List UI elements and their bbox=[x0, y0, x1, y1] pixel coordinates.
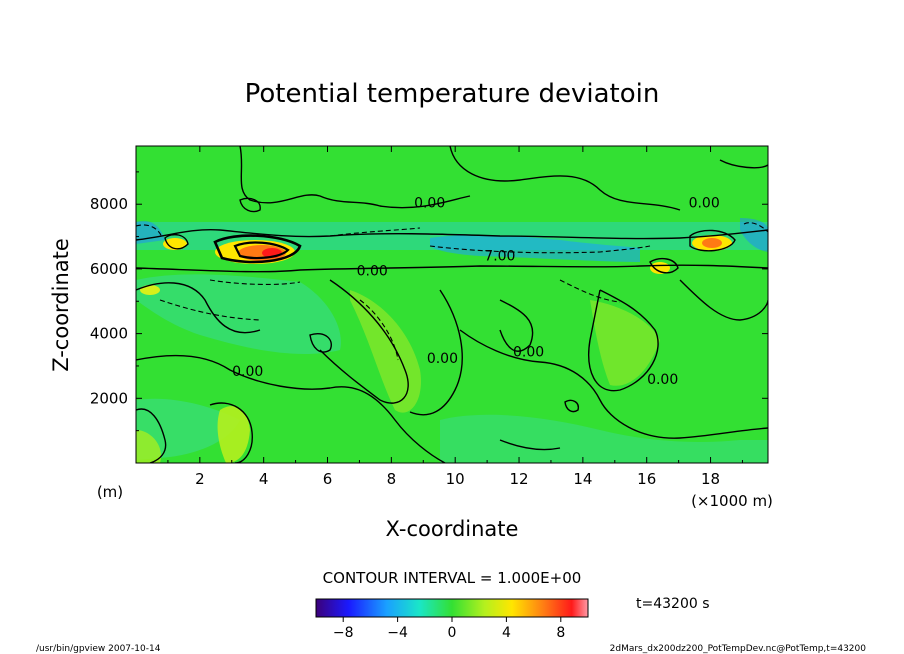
contour-line bbox=[239, 146, 471, 209]
x-tick-label: 8 bbox=[387, 470, 397, 488]
contour-line bbox=[233, 241, 290, 260]
contour-line bbox=[499, 299, 534, 352]
contour-line bbox=[164, 233, 189, 250]
y-tick-label: 6000 bbox=[90, 260, 128, 278]
contour-line bbox=[459, 329, 768, 439]
contour-line bbox=[719, 159, 768, 169]
contour-line bbox=[213, 234, 302, 264]
x-tick-label: 16 bbox=[637, 470, 656, 488]
colorbar-tick-label: −4 bbox=[387, 625, 408, 641]
contour-line bbox=[499, 439, 561, 451]
colorbar-tick-label: 0 bbox=[448, 625, 457, 641]
contour-label: 0.00 bbox=[357, 264, 388, 280]
contour-lines-negative bbox=[136, 222, 768, 361]
x-tick-label: 4 bbox=[259, 470, 269, 488]
contour-line bbox=[239, 197, 261, 213]
contour-line bbox=[564, 399, 579, 413]
contour-label: 0.00 bbox=[427, 351, 458, 367]
x-tick-label: 2 bbox=[195, 470, 205, 488]
colorbar-tick-label: 4 bbox=[502, 625, 511, 641]
contour-line bbox=[449, 146, 681, 211]
contour-label: 7.00 bbox=[484, 248, 515, 264]
x-tick-label: 12 bbox=[509, 470, 528, 488]
colorbar-tick-label: −8 bbox=[333, 625, 354, 641]
contour-line-negative bbox=[429, 245, 651, 254]
field-hot-cell bbox=[702, 238, 722, 248]
field-cool-region bbox=[440, 414, 768, 463]
x-tick-label: 6 bbox=[323, 470, 333, 488]
contour-line bbox=[136, 282, 261, 334]
field-warm-region bbox=[350, 290, 421, 413]
field-hot-cell bbox=[140, 285, 160, 295]
contour-label: 0.00 bbox=[414, 196, 445, 212]
y-tick-label: 8000 bbox=[90, 195, 128, 213]
x-tick-label: 14 bbox=[573, 470, 592, 488]
colorbar bbox=[315, 598, 589, 618]
field-cool-region bbox=[136, 398, 240, 460]
colorbar-ticks: −8 −4 0 4 8 bbox=[333, 617, 565, 641]
contour-line-negative bbox=[209, 279, 301, 286]
contour-line-negative bbox=[329, 227, 421, 237]
contour-line bbox=[136, 408, 167, 463]
colorbar-tick-label: 8 bbox=[556, 625, 565, 641]
contour-line-negative bbox=[743, 222, 768, 233]
field-band-blue bbox=[136, 220, 165, 244]
x-tick-label: 10 bbox=[446, 470, 465, 488]
contour-line bbox=[136, 264, 768, 273]
contour-line bbox=[588, 289, 659, 392]
y-tick-label: 2000 bbox=[90, 389, 128, 407]
y-tick-label: 4000 bbox=[90, 325, 128, 343]
contour-line bbox=[679, 279, 768, 321]
y-axis: 2000 4000 6000 8000 bbox=[90, 171, 768, 432]
contour-interval: CONTOUR INTERVAL = 1.000E+00 bbox=[323, 569, 582, 587]
contour-label: 0.00 bbox=[232, 364, 263, 380]
time-label: t=43200 s bbox=[636, 596, 710, 612]
field-cool-region bbox=[136, 274, 341, 355]
contour-line-negative bbox=[136, 224, 163, 239]
field-band-blue bbox=[430, 234, 640, 262]
contour-line-negative bbox=[159, 299, 261, 321]
x-unit-right: (×1000 m) bbox=[691, 492, 773, 510]
footer-right: 2dMars_dx200dz200_PotTempDev.nc@PotTemp,… bbox=[610, 644, 867, 654]
field-warm-region bbox=[590, 300, 660, 386]
chart-title: Potential temperature deviatoin bbox=[245, 79, 660, 109]
contour-line bbox=[649, 257, 679, 274]
field-hot-cell bbox=[163, 238, 187, 250]
contour-line bbox=[136, 228, 768, 241]
x-axis: 2 4 6 8 10 12 14 16 18 bbox=[167, 146, 743, 488]
contour-lines bbox=[136, 146, 768, 463]
field-warm-region bbox=[217, 406, 250, 463]
plot-area: 0.00 0.00 7.00 0.00 0.00 0.00 0.00 0.00 bbox=[136, 146, 768, 463]
footer-left: /usr/bin/gpview 2007-10-14 bbox=[36, 644, 161, 654]
x-unit-left: (m) bbox=[97, 483, 123, 501]
contour-line-negative bbox=[359, 299, 399, 361]
contour-line bbox=[319, 279, 409, 404]
contour-line bbox=[136, 354, 446, 463]
contour-line bbox=[309, 333, 332, 353]
contour-line bbox=[209, 402, 253, 463]
contour-line bbox=[409, 289, 463, 416]
contour-label: 0.00 bbox=[647, 372, 678, 388]
contour-label: 0.00 bbox=[689, 196, 720, 212]
x-tick-label: 18 bbox=[701, 470, 720, 488]
contour-line-negative bbox=[559, 279, 621, 303]
contour-line bbox=[689, 229, 736, 252]
plot-frame bbox=[135, 145, 769, 464]
contour-labels: 0.00 0.00 7.00 0.00 0.00 0.00 0.00 0.00 bbox=[232, 196, 720, 388]
y-axis-label: Z-coordinate bbox=[49, 238, 73, 372]
contour-label: 0.00 bbox=[513, 344, 544, 360]
field-warm-region bbox=[136, 430, 161, 463]
x-axis-label: X-coordinate bbox=[386, 517, 519, 541]
